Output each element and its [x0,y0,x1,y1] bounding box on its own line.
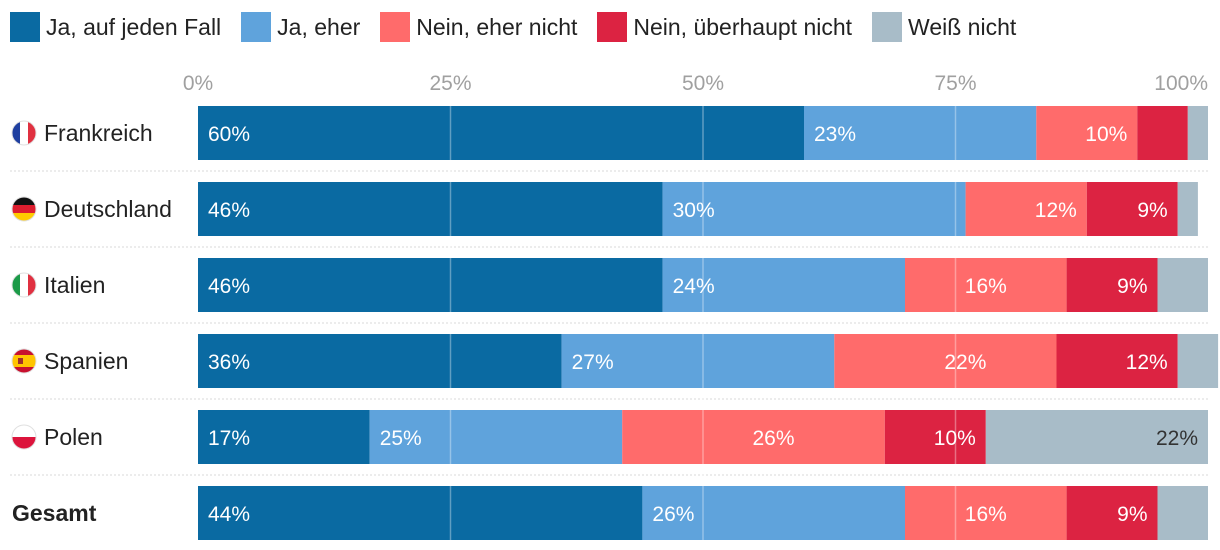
bar-value-label: 23% [814,123,856,146]
bar-segment-ja-auf-jeden-fall [198,334,562,388]
bar-value-label: 10% [1085,123,1127,146]
bar-value-label: 26% [752,427,794,450]
bar-segment-nein-eher-nicht [622,410,885,464]
bar-segment-nein-eher-nicht [905,258,1067,312]
bar-value-label: 10% [934,427,976,450]
row-label: Gesamt [12,500,97,526]
germany-flag-icon [11,196,37,222]
bar-segment-nein-ueberhaupt-nicht [1137,106,1188,160]
bar-segment-ja-eher [642,486,905,540]
bar-value-label: 30% [673,199,715,222]
legend: Ja, auf jeden Fall Ja, eher Nein, eher nic… [10,12,1036,42]
x-tick-label: 75% [934,72,976,95]
bar-segment-ja-auf-jeden-fall [198,106,804,160]
legend-swatch [380,12,411,42]
bar-segment-ja-eher [662,258,905,312]
legend-label: Ja, eher [277,13,361,40]
legend-swatch [597,12,628,42]
bar-value-label: 25% [380,427,422,450]
legend-item-weiss-nicht: Weiß nicht [872,12,1016,42]
row-label: Spanien [44,348,128,374]
row-label: Italien [44,272,105,298]
bar-value-label: 22% [944,351,986,374]
bar-segment-ja-auf-jeden-fall [198,258,663,312]
bar-value-label: 9% [1117,275,1147,298]
legend-swatch [872,12,903,42]
bar-segment-nein-eher-nicht [1036,106,1138,160]
bar-value-label: 9% [1137,199,1167,222]
bar-segment-ja-auf-jeden-fall [198,486,643,540]
bar-segment-ja-auf-jeden-fall [198,182,663,236]
x-tick-label: 100% [1154,72,1208,95]
bar-value-label: 27% [572,351,614,374]
bar-segment-weiss-nicht [1177,334,1219,388]
x-tick-label: 50% [682,72,724,95]
bar-segment-weiss-nicht [1177,182,1198,236]
bar-segment-weiss-nicht [1157,258,1208,312]
legend-label: Weiß nicht [908,13,1017,40]
legend-swatch [10,12,40,42]
legend-item-nein-ueberhaupt-nicht: Nein, überhaupt nicht [597,12,852,42]
legend-label: Nein, eher nicht [416,13,578,40]
bar-value-label: 46% [208,275,250,298]
bar-segment-nein-ueberhaupt-nicht [1066,258,1158,312]
bar-value-label: 17% [208,427,250,450]
legend-item-nein-eher-nicht: Nein, eher nicht [380,12,577,42]
legend-item-ja-auf-jeden-fall: Ja, auf jeden Fall [10,12,221,42]
bar-value-label: 12% [1126,351,1168,374]
row-label: Deutschland [44,196,172,222]
bar-segment-ja-eher [662,182,966,236]
bar-segment-nein-eher-nicht [834,334,1057,388]
bar-segment-ja-auf-jeden-fall [198,410,370,464]
bar-value-label: 36% [208,351,250,374]
row-label: Polen [44,424,103,450]
bar-value-label: 24% [673,275,715,298]
bar-segment-ja-eher [369,410,623,464]
spain-flag-icon [11,348,37,374]
bar-segment-ja-eher [561,334,835,388]
bar-segment-ja-eher [804,106,1037,160]
bar-segment-weiss-nicht [1187,106,1208,160]
x-tick-label: 0% [183,72,213,95]
bar-segment-nein-ueberhaupt-nicht [884,410,986,464]
bar-value-label: 46% [208,199,250,222]
x-tick-label: 25% [429,72,471,95]
italy-flag-icon [11,272,37,298]
bar-value-label: 26% [652,503,694,526]
bar-value-label: 44% [208,503,250,526]
legend-swatch [241,12,272,42]
bar-value-label: 9% [1117,503,1147,526]
bar-segment-weiss-nicht [985,410,1208,464]
bar-value-label: 12% [1035,199,1077,222]
france-flag-icon [11,120,37,146]
legend-item-ja-eher: Ja, eher [241,12,360,42]
legend-label: Ja, auf jeden Fall [46,13,222,40]
bar-segment-nein-ueberhaupt-nicht [1056,334,1178,388]
row-label: Frankreich [44,120,153,146]
bar-segment-nein-eher-nicht [905,486,1067,540]
bar-segment-nein-ueberhaupt-nicht [1066,486,1158,540]
bar-segment-nein-eher-nicht [965,182,1087,236]
bar-value-label: 16% [965,275,1007,298]
bar-value-label: 60% [208,123,250,146]
bar-value-label: 16% [965,503,1007,526]
poland-flag-icon [11,424,37,450]
legend-label: Nein, überhaupt nicht [633,13,853,40]
bar-segment-weiss-nicht [1157,486,1208,540]
bar-segment-nein-ueberhaupt-nicht [1086,182,1178,236]
bar-value-label: 22% [1156,427,1198,450]
